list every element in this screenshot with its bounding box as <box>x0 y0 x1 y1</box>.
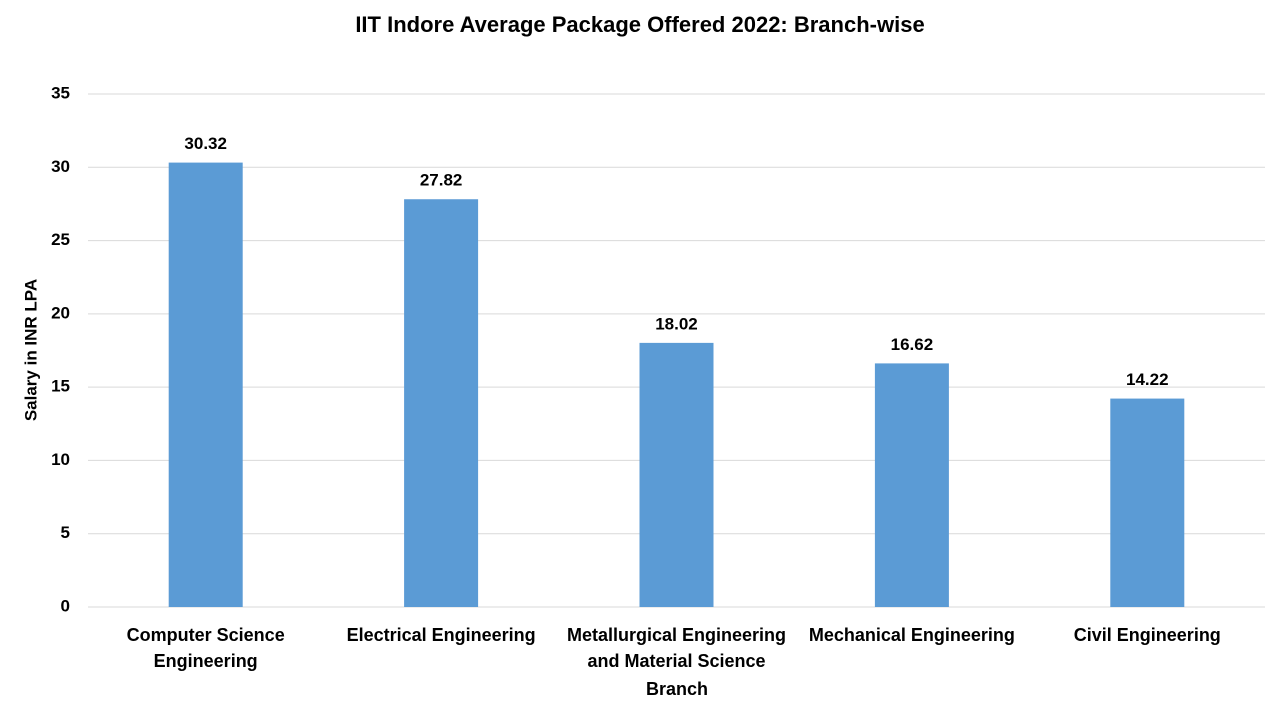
x-tick-label: Civil Engineering <box>1073 625 1221 645</box>
y-axis-label: Salary in INR LPA <box>21 279 40 421</box>
data-label: 16.62 <box>891 335 934 354</box>
x-tick-label: Mechanical Engineering <box>808 625 1015 645</box>
x-axis-label: Branch <box>646 679 708 699</box>
bar <box>639 342 714 607</box>
bar <box>404 199 479 607</box>
bar <box>168 162 243 607</box>
y-tick-label: 25 <box>51 230 70 249</box>
bar <box>1110 398 1185 607</box>
x-tick-label: Computer Science Engineering <box>126 625 285 671</box>
data-label: 18.02 <box>655 314 698 333</box>
x-tick-label: Metallurgical Engineering and Material S… <box>566 625 787 671</box>
data-label: 27.82 <box>420 171 463 190</box>
x-tick-label: Electrical Engineering <box>346 625 536 645</box>
y-tick-label: 5 <box>61 523 70 542</box>
y-tick-label: 10 <box>51 450 70 469</box>
data-label: 30.32 <box>184 134 227 153</box>
y-tick-label: 30 <box>51 157 70 176</box>
y-tick-label: 0 <box>61 596 70 615</box>
y-tick-label: 20 <box>51 303 70 322</box>
data-label: 14.22 <box>1126 370 1169 389</box>
y-tick-label: 35 <box>51 83 70 102</box>
bar <box>874 363 949 607</box>
chart-title: IIT Indore Average Package Offered 2022:… <box>355 12 924 37</box>
y-tick-label: 15 <box>51 377 70 396</box>
